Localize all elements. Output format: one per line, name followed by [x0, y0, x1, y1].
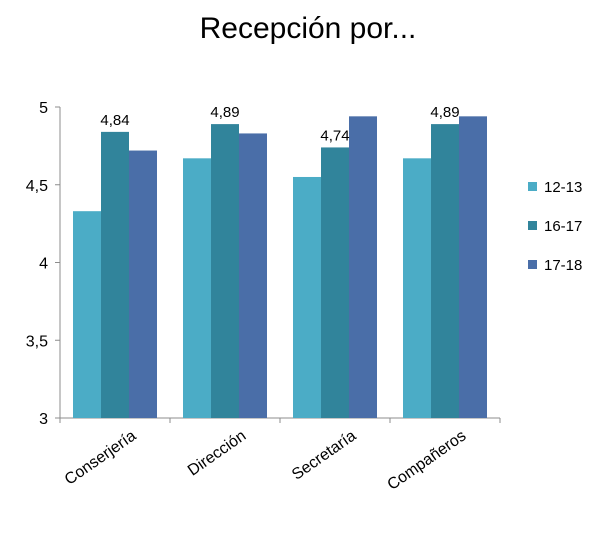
- x-tick-label: Compañeros: [385, 427, 470, 493]
- bar: [431, 124, 459, 418]
- legend-swatch: [528, 182, 537, 191]
- bar: [403, 158, 431, 418]
- bar: [321, 147, 349, 418]
- legend: 12-13 16-17 17-18: [528, 179, 582, 274]
- bar: [459, 116, 487, 418]
- bar: [129, 150, 157, 419]
- data-label: 4,84: [100, 112, 129, 129]
- y-tick-label: 3: [39, 411, 48, 428]
- bar: [73, 211, 101, 418]
- x-tick-label: Secretaría: [289, 427, 359, 483]
- plot-area: 3 3,5 4 4,5 5 Conserjería Dirección Secretaría C…: [26, 100, 501, 494]
- bar: [293, 176, 321, 418]
- bar: [101, 131, 129, 418]
- legend-label: 12-13: [544, 179, 582, 196]
- y-tick-label: 5: [39, 100, 48, 117]
- chart-title: Recepción por...: [200, 12, 417, 45]
- legend-swatch: [528, 260, 537, 269]
- legend-label: 16-17: [544, 218, 582, 235]
- bar: [349, 116, 377, 418]
- data-label: 4,89: [430, 104, 459, 121]
- legend-swatch: [528, 221, 537, 230]
- legend-label: 17-18: [544, 257, 582, 274]
- y-tick-label: 4,5: [26, 178, 48, 195]
- bar: [183, 158, 211, 418]
- y-tick-label: 4: [39, 256, 48, 273]
- bar: [239, 133, 267, 418]
- x-tick-label: Dirección: [185, 427, 249, 479]
- bar: [211, 124, 239, 418]
- data-label: 4,74: [320, 127, 349, 144]
- data-label: 4,89: [210, 104, 239, 121]
- y-tick-label: 3,5: [26, 333, 48, 350]
- x-tick-label: Conserjería: [62, 427, 140, 488]
